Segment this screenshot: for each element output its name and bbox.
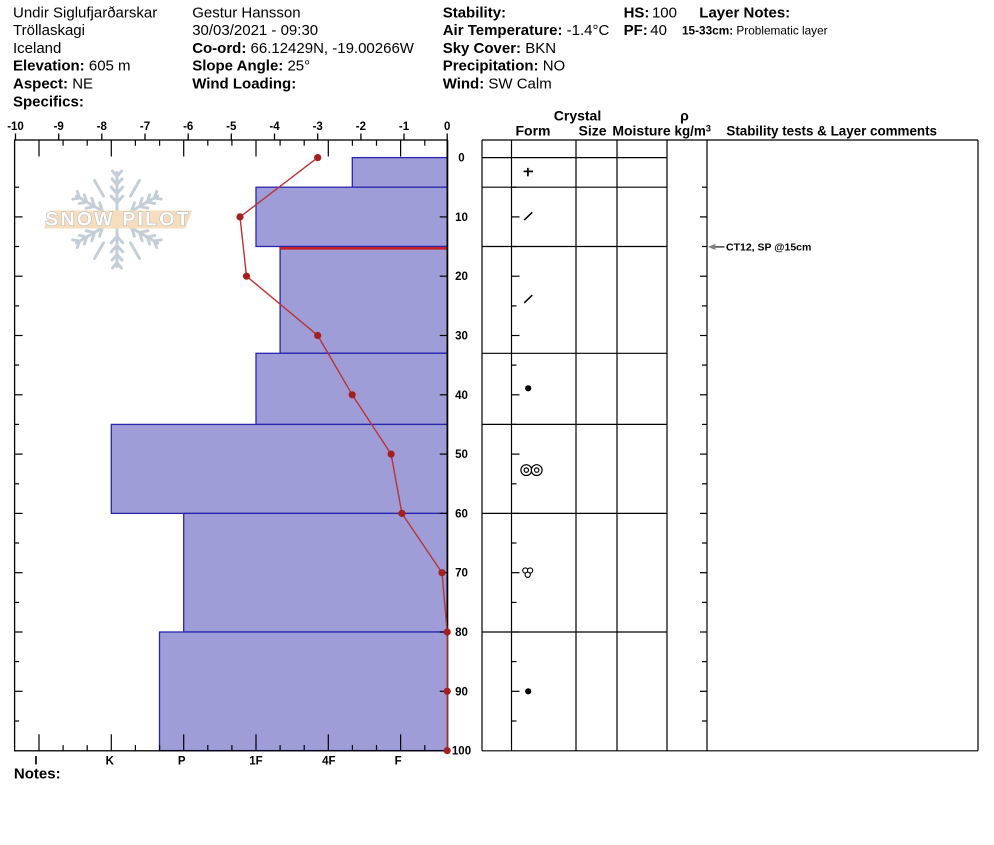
svg-text:-10: -10 xyxy=(7,121,24,133)
svg-text:-2: -2 xyxy=(356,121,366,133)
svg-text:Wind: SW Calm: Wind: SW Calm xyxy=(443,76,552,93)
svg-text:Iceland: Iceland xyxy=(13,40,61,57)
svg-text:CT12, SP @15cm: CT12, SP @15cm xyxy=(726,242,811,254)
svg-text:-4: -4 xyxy=(269,121,280,133)
svg-text:Undir Siglufjarðarskar: Undir Siglufjarðarskar xyxy=(13,4,157,21)
svg-text:1F: 1F xyxy=(249,755,262,767)
svg-text:Sky Cover: BKN: Sky Cover: BKN xyxy=(443,40,556,57)
svg-text:-8: -8 xyxy=(97,121,108,133)
svg-text:10: 10 xyxy=(455,212,468,224)
svg-text:Notes:: Notes: xyxy=(14,766,61,783)
svg-text:90: 90 xyxy=(455,686,468,698)
svg-text:Aspect: NE: Aspect: NE xyxy=(13,76,93,93)
svg-text:50: 50 xyxy=(455,449,468,461)
svg-text:-7: -7 xyxy=(140,121,150,133)
svg-text:K: K xyxy=(106,755,115,767)
svg-text:Air Temperature: -1.4°C: Air Temperature: -1.4°C xyxy=(443,22,610,39)
svg-text:Wind Loading:: Wind Loading: xyxy=(192,76,296,93)
svg-text:Specifics:: Specifics: xyxy=(13,93,84,110)
svg-text:I: I xyxy=(34,755,37,767)
svg-text:Moisture: Moisture xyxy=(612,123,671,139)
svg-text:100: 100 xyxy=(452,746,471,758)
svg-text:20: 20 xyxy=(455,271,468,283)
svg-text:Co-ord: 66.12429N, -19.00266W: Co-ord: 66.12429N, -19.00266W xyxy=(192,40,415,57)
svg-text:Tröllaskagi: Tröllaskagi xyxy=(13,22,85,39)
svg-text:Gestur Hansson: Gestur Hansson xyxy=(192,4,300,21)
svg-text:-1: -1 xyxy=(399,121,410,133)
svg-text:30/03/2021 - 09:30: 30/03/2021 - 09:30 xyxy=(192,22,318,39)
svg-text:Slope Angle: 25°: Slope Angle: 25° xyxy=(192,58,310,75)
svg-text:Size: Size xyxy=(578,123,606,139)
svg-text:-6: -6 xyxy=(183,121,193,133)
svg-text:Stability:: Stability: xyxy=(443,4,506,21)
svg-text:70: 70 xyxy=(455,568,468,580)
svg-text:-5: -5 xyxy=(226,121,237,133)
svg-text:0: 0 xyxy=(444,121,450,133)
svg-text:PF:40: PF: 40 xyxy=(624,22,667,39)
svg-text:80: 80 xyxy=(455,627,468,639)
svg-text:4F: 4F xyxy=(322,755,335,767)
svg-text:60: 60 xyxy=(455,508,468,520)
svg-text:0: 0 xyxy=(458,153,464,165)
svg-text:15-33cm: Problematic layer: 15-33cm: Problematic layer xyxy=(682,24,828,38)
svg-text:-3: -3 xyxy=(313,121,323,133)
svg-text:Crystal: Crystal xyxy=(554,108,601,124)
svg-text:HS:100: HS: 100 xyxy=(624,4,677,21)
svg-text:SNOW PILOT: SNOW PILOT xyxy=(45,208,191,230)
svg-text:P: P xyxy=(178,755,186,767)
svg-text:-9: -9 xyxy=(54,121,64,133)
svg-text:ρ: ρ xyxy=(680,108,689,124)
svg-text:kg/m3: kg/m3 xyxy=(675,124,711,139)
svg-text:Form: Form xyxy=(516,123,551,139)
svg-text:30: 30 xyxy=(455,331,468,343)
svg-text:Stability tests & Layer commen: Stability tests & Layer comments xyxy=(726,124,937,139)
svg-text:Elevation: 605 m: Elevation: 605 m xyxy=(13,58,131,75)
svg-text:F: F xyxy=(395,755,402,767)
svg-text:40: 40 xyxy=(455,390,468,402)
svg-text:Precipitation: NO: Precipitation: NO xyxy=(443,58,566,75)
svg-text:Layer Notes:: Layer Notes: xyxy=(699,4,790,21)
